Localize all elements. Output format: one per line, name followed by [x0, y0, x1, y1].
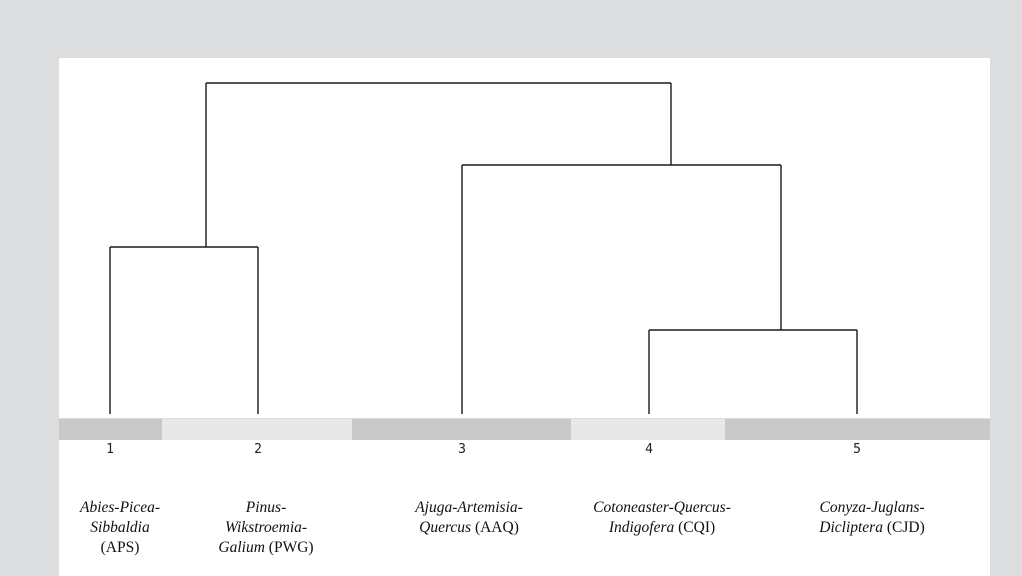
- leaf-number-2: 2: [254, 442, 262, 457]
- leaf-band-4: [571, 419, 725, 440]
- leaf-label-1: Abies-Picea- Sibbaldia (APS): [79, 499, 161, 556]
- leaf-number-5: 5: [853, 442, 861, 457]
- leaf-label-2: Pinus- Wikstroemia- Galium (PWG): [218, 499, 314, 556]
- leaf-band-3: [352, 419, 571, 440]
- leaf-number-strip: [59, 440, 990, 476]
- leaf-number-1: 1: [106, 442, 114, 457]
- leaf-band-2: [162, 419, 352, 440]
- leaf-label-4: Cotoneaster-Quercus- Indigofera (CQI): [593, 499, 731, 536]
- leaf-number-3: 3: [458, 442, 466, 457]
- dendrogram-panel: [59, 58, 990, 418]
- leaf-label-3: Ajuga-Artemisia- Quercus (AAQ): [415, 499, 523, 536]
- label-area: [59, 476, 990, 576]
- leaf-number-4: 4: [645, 442, 653, 457]
- leaf-label-5: Conyza-Juglans- Dicliptera (CJD): [819, 499, 925, 536]
- leaf-band-1: [59, 419, 162, 440]
- leaf-band-5: [725, 419, 990, 440]
